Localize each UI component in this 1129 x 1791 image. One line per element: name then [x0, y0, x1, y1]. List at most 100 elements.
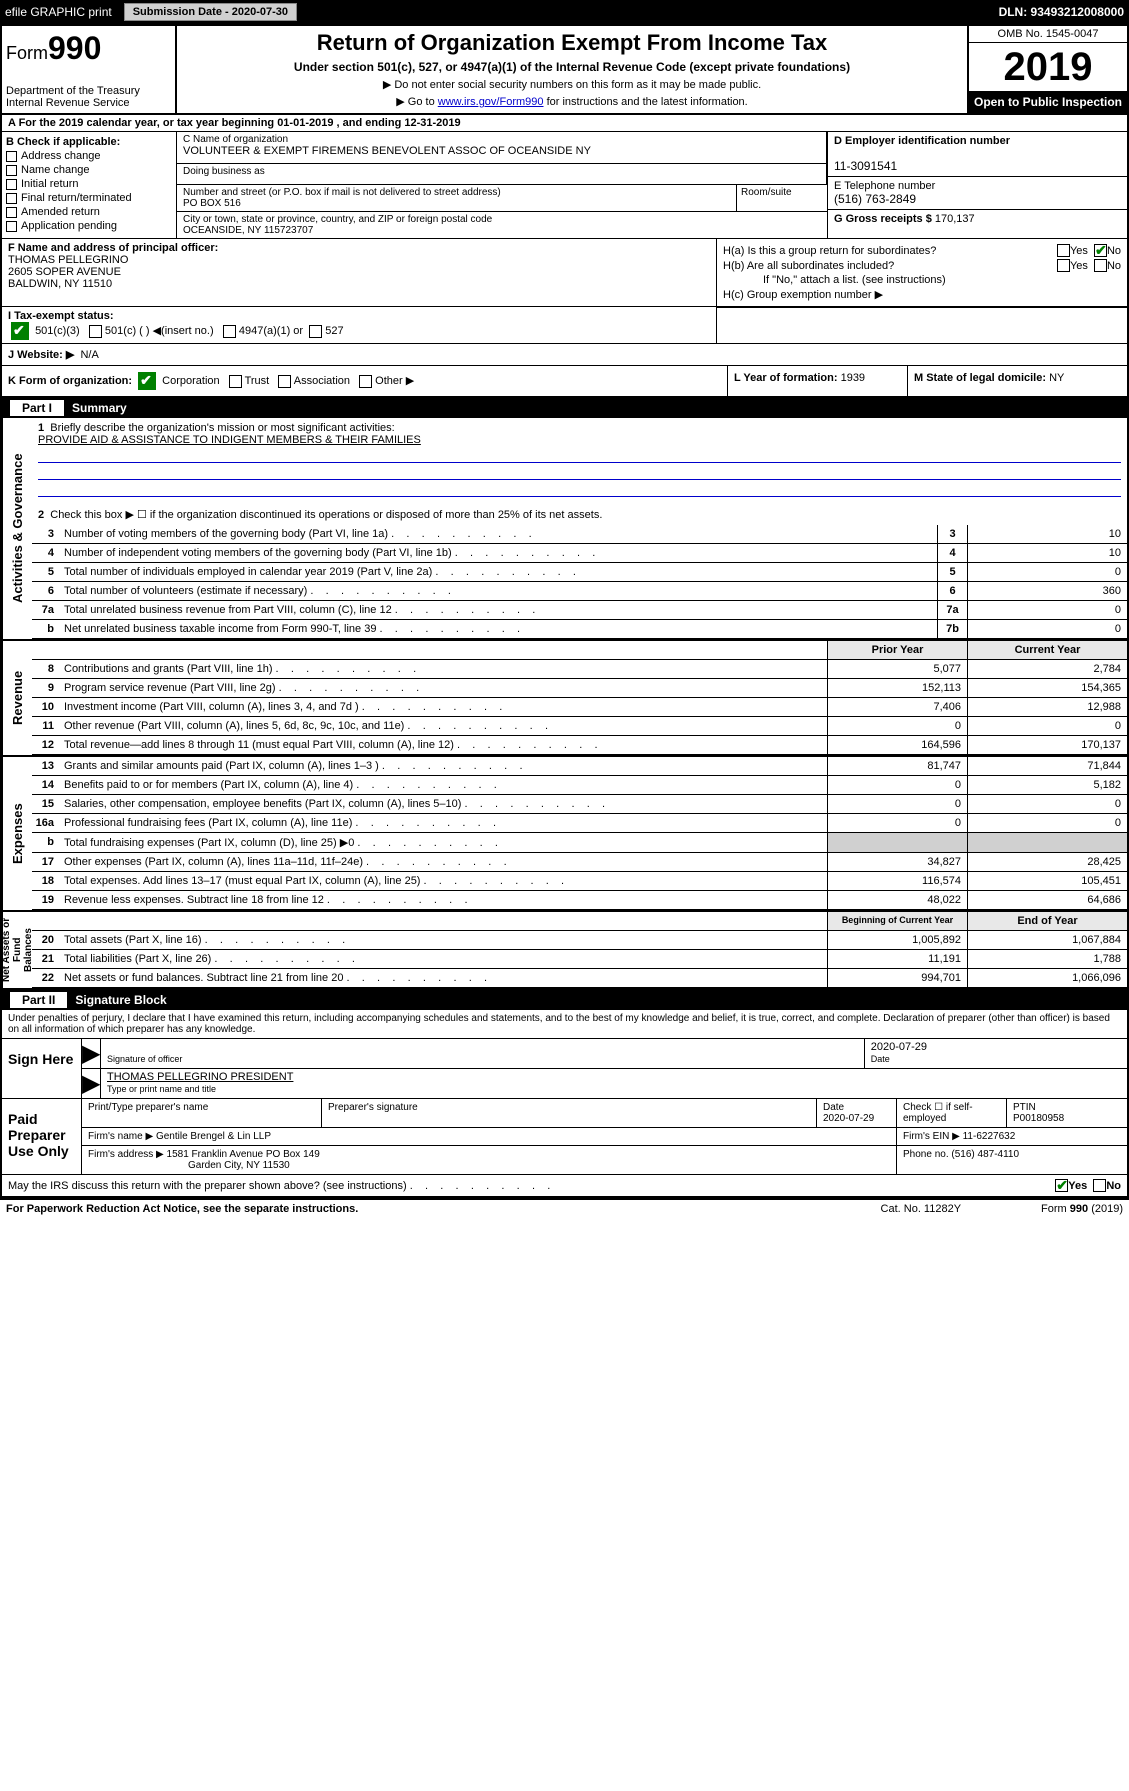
form-number: Form990	[6, 30, 171, 67]
block-b-checkboxes: B Check if applicable: Address change Na…	[2, 132, 177, 238]
side-expenses: Expenses	[2, 757, 32, 910]
summary-line: 19Revenue less expenses. Subtract line 1…	[32, 891, 1127, 910]
netassets-section: Net Assets or Fund Balances Beginning of…	[2, 912, 1127, 990]
sig-officer-line: ▶ Signature of officer 2020-07-29Date	[82, 1039, 1127, 1069]
discuss-no-chk[interactable]	[1093, 1179, 1106, 1192]
side-governance: Activities & Governance	[2, 418, 32, 639]
row-i-j: I Tax-exempt status: 501(c)(3) 501(c) ( …	[2, 307, 1127, 344]
revenue-section: Revenue Prior Year Current Year 8Contrib…	[2, 641, 1127, 757]
irs-link[interactable]: www.irs.gov/Form990	[438, 96, 544, 108]
summary-line: 9Program service revenue (Part VIII, lin…	[32, 679, 1127, 698]
paid-preparer-block: Paid Preparer Use Only Print/Type prepar…	[2, 1099, 1127, 1175]
chk-501c3[interactable]	[11, 322, 29, 340]
prep-selfemp-cell[interactable]: Check ☐ if self-employed	[897, 1099, 1007, 1127]
expenses-section: Expenses 13Grants and similar amounts pa…	[2, 757, 1127, 912]
mission-block: 1 Briefly describe the organization's mi…	[32, 418, 1127, 504]
block-f-officer: F Name and address of principal officer:…	[2, 239, 717, 306]
efile-top-bar: efile GRAPHIC print Submission Date - 20…	[0, 0, 1129, 24]
officer-typed-name: THOMAS PELLEGRINO PRESIDENT Type or prin…	[100, 1069, 1127, 1098]
h-b-line: H(b) Are all subordinates included? Yes …	[723, 259, 1121, 272]
summary-line: 7aTotal unrelated business revenue from …	[32, 601, 1127, 620]
ptin-cell: PTINP00180958	[1007, 1099, 1127, 1127]
form-container: Form990 Department of the Treasury Inter…	[0, 24, 1129, 1200]
q2-block: 2 Check this box ▶ ☐ if the organization…	[32, 504, 1127, 525]
summary-line: 3Number of voting members of the governi…	[32, 525, 1127, 544]
dba-label: Doing business as	[183, 166, 265, 177]
row-l: L Year of formation: 1939	[727, 366, 907, 396]
firm-ein-cell: Firm's EIN ▶ 11-6227632	[897, 1128, 1127, 1145]
mission-text: PROVIDE AID & ASSISTANCE TO INDIGENT MEM…	[38, 434, 421, 446]
chk-501c[interactable]	[89, 325, 102, 338]
row-i-right	[717, 307, 1127, 343]
hb-yes-chk[interactable]	[1057, 259, 1070, 272]
chk-application[interactable]: Application pending	[6, 220, 172, 232]
prep-date-cell: Date2020-07-29	[817, 1099, 897, 1127]
cat-no: Cat. No. 11282Y	[881, 1203, 962, 1215]
chk-amended[interactable]: Amended return	[6, 206, 172, 218]
summary-line: 16aProfessional fundraising fees (Part I…	[32, 814, 1127, 833]
chk-name-change[interactable]: Name change	[6, 164, 172, 176]
discuss-row: May the IRS discuss this return with the…	[2, 1175, 1127, 1198]
tax-year: 2019	[969, 43, 1127, 91]
chk-trust[interactable]	[229, 375, 242, 388]
col-prior: Prior Year	[827, 641, 967, 659]
ha-yes-chk[interactable]	[1057, 244, 1070, 257]
sig-officer-cell[interactable]: Signature of officer	[100, 1039, 864, 1068]
row-f-h: F Name and address of principal officer:…	[2, 239, 1127, 307]
prep-sig-cell[interactable]: Preparer's signature	[322, 1099, 817, 1127]
col-current: Current Year	[967, 641, 1127, 659]
summary-line: 6Total number of volunteers (estimate if…	[32, 582, 1127, 601]
firm-name-cell: Firm's name ▶ Gentile Brengel & Lin LLP	[82, 1128, 897, 1145]
sign-here-label: Sign Here	[2, 1039, 82, 1098]
submission-date-btn[interactable]: Submission Date - 2020-07-30	[124, 3, 297, 21]
summary-line: bTotal fundraising expenses (Part IX, co…	[32, 833, 1127, 853]
org-name-cell: C Name of organization VOLUNTEER & EXEMP…	[177, 132, 827, 185]
chk-address-change[interactable]: Address change	[6, 150, 172, 162]
hb-no-chk[interactable]	[1094, 259, 1107, 272]
form-ref: Form 990 (2019)	[1041, 1203, 1123, 1215]
efile-label: efile GRAPHIC print	[5, 5, 112, 19]
chk-4947[interactable]	[223, 325, 236, 338]
summary-line: 21Total liabilities (Part X, line 26)11,…	[32, 950, 1127, 969]
city-cell: City or town, state or province, country…	[177, 212, 827, 238]
summary-line: 8Contributions and grants (Part VIII, li…	[32, 660, 1127, 679]
summary-line: 4Number of independent voting members of…	[32, 544, 1127, 563]
header-right: OMB No. 1545-0047 2019 Open to Public In…	[967, 26, 1127, 113]
chk-527[interactable]	[309, 325, 322, 338]
chk-initial-return[interactable]: Initial return	[6, 178, 172, 190]
header-title-block: Return of Organization Exempt From Incom…	[177, 26, 967, 113]
phone-cell: E Telephone number (516) 763-2849	[828, 177, 1127, 210]
summary-line: 15Salaries, other compensation, employee…	[32, 795, 1127, 814]
chk-assoc[interactable]	[278, 375, 291, 388]
suite-cell: Room/suite	[737, 185, 827, 211]
col-end: End of Year	[967, 912, 1127, 930]
chk-final-return[interactable]: Final return/terminated	[6, 192, 172, 204]
row-k-form-org: K Form of organization: Corporation Trus…	[2, 366, 727, 396]
chk-corp[interactable]	[138, 372, 156, 390]
summary-line: 11Other revenue (Part VIII, column (A), …	[32, 717, 1127, 736]
officer-name: THOMAS PELLEGRINO	[8, 254, 128, 266]
row-a-tax-year: A For the 2019 calendar year, or tax yea…	[2, 115, 1127, 132]
side-revenue: Revenue	[2, 641, 32, 755]
summary-line: 5Total number of individuals employed in…	[32, 563, 1127, 582]
rev-header-row: Prior Year Current Year	[32, 641, 1127, 660]
discuss-yes-chk[interactable]	[1055, 1179, 1068, 1192]
row-j-website: J Website: ▶ N/A	[2, 344, 1127, 366]
block-c-org: C Name of organization VOLUNTEER & EXEMP…	[177, 132, 827, 238]
paid-preparer-label: Paid Preparer Use Only	[2, 1099, 82, 1174]
row-m: M State of legal domicile: NY	[907, 366, 1127, 396]
summary-line: 22Net assets or fund balances. Subtract …	[32, 969, 1127, 988]
h-c-line: H(c) Group exemption number ▶	[723, 288, 1121, 301]
summary-line: 18Total expenses. Add lines 13–17 (must …	[32, 872, 1127, 891]
col-begin: Beginning of Current Year	[827, 912, 967, 930]
ein-cell: D Employer identification number 11-3091…	[828, 132, 1127, 177]
header-left: Form990 Department of the Treasury Inter…	[2, 26, 177, 113]
form-subtitle-1: Under section 501(c), 527, or 4947(a)(1)…	[185, 60, 959, 74]
summary-line: 17Other expenses (Part IX, column (A), l…	[32, 853, 1127, 872]
block-bcdeg: B Check if applicable: Address change Na…	[2, 132, 1127, 239]
sig-arrow-icon-2: ▶	[82, 1069, 100, 1098]
dept-treasury: Department of the Treasury Internal Reve…	[6, 85, 171, 109]
chk-other[interactable]	[359, 375, 372, 388]
prep-name-cell[interactable]: Print/Type preparer's name	[82, 1099, 322, 1127]
ha-no-chk[interactable]	[1094, 244, 1107, 257]
